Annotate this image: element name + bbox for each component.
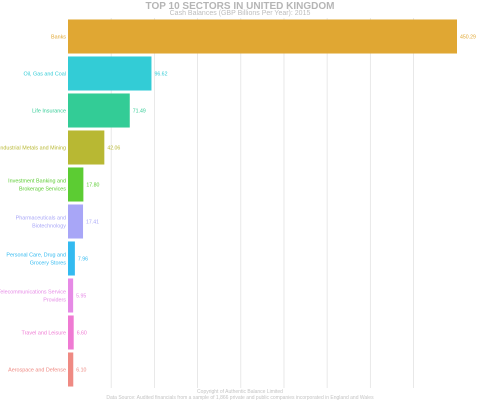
category-label: Telecommunications Service (0, 290, 66, 296)
footer-source: Data Source: Audited financials from a s… (106, 395, 374, 401)
value-label: 17.80 (86, 183, 99, 189)
value-label: 450.29 (460, 35, 476, 41)
bar (68, 93, 130, 128)
value-label: 71.49 (133, 109, 146, 115)
category-label: Oil, Gas and Coal (23, 72, 66, 78)
bar (68, 56, 152, 91)
category-label: Biotechnology (32, 224, 66, 230)
category-label: Personal Care, Drug and (6, 253, 66, 259)
category-label: Travel and Leisure (22, 331, 66, 337)
chart-subtitle: Cash Balances (GBP Billions Per Year): 2… (169, 10, 311, 17)
bar (68, 167, 84, 202)
value-label: 6.60 (77, 331, 87, 337)
value-label: 17.41 (86, 220, 99, 226)
value-label: 6.10 (76, 368, 86, 374)
category-label: Grocery Stores (30, 261, 67, 267)
category-label: Brokerage Services (19, 187, 66, 193)
bar (68, 352, 74, 387)
category-label: Industrial Metals and Mining (0, 146, 66, 152)
category-label: Aerospace and Defense (8, 368, 66, 374)
category-label: Pharmaceuticals and (16, 216, 66, 222)
category-label: Providers (43, 298, 66, 304)
value-label: 7.96 (78, 257, 88, 263)
category-label: Life Insurance (32, 109, 66, 115)
footer-copyright: Copyright of Authentic Balance Limited (197, 389, 283, 395)
bar (68, 130, 105, 165)
bar (68, 278, 74, 313)
category-label: Banks (51, 35, 66, 41)
bar (68, 241, 75, 276)
value-label: 5.95 (76, 294, 86, 300)
value-label: 96.62 (154, 72, 167, 78)
chart-title: TOP 10 SECTORS IN UNITED KINGDOM (145, 1, 335, 12)
bar (68, 204, 84, 239)
category-label: Investment Banking and (8, 179, 66, 185)
bar (68, 19, 457, 54)
bar (68, 315, 74, 350)
value-label: 42.06 (107, 146, 120, 152)
